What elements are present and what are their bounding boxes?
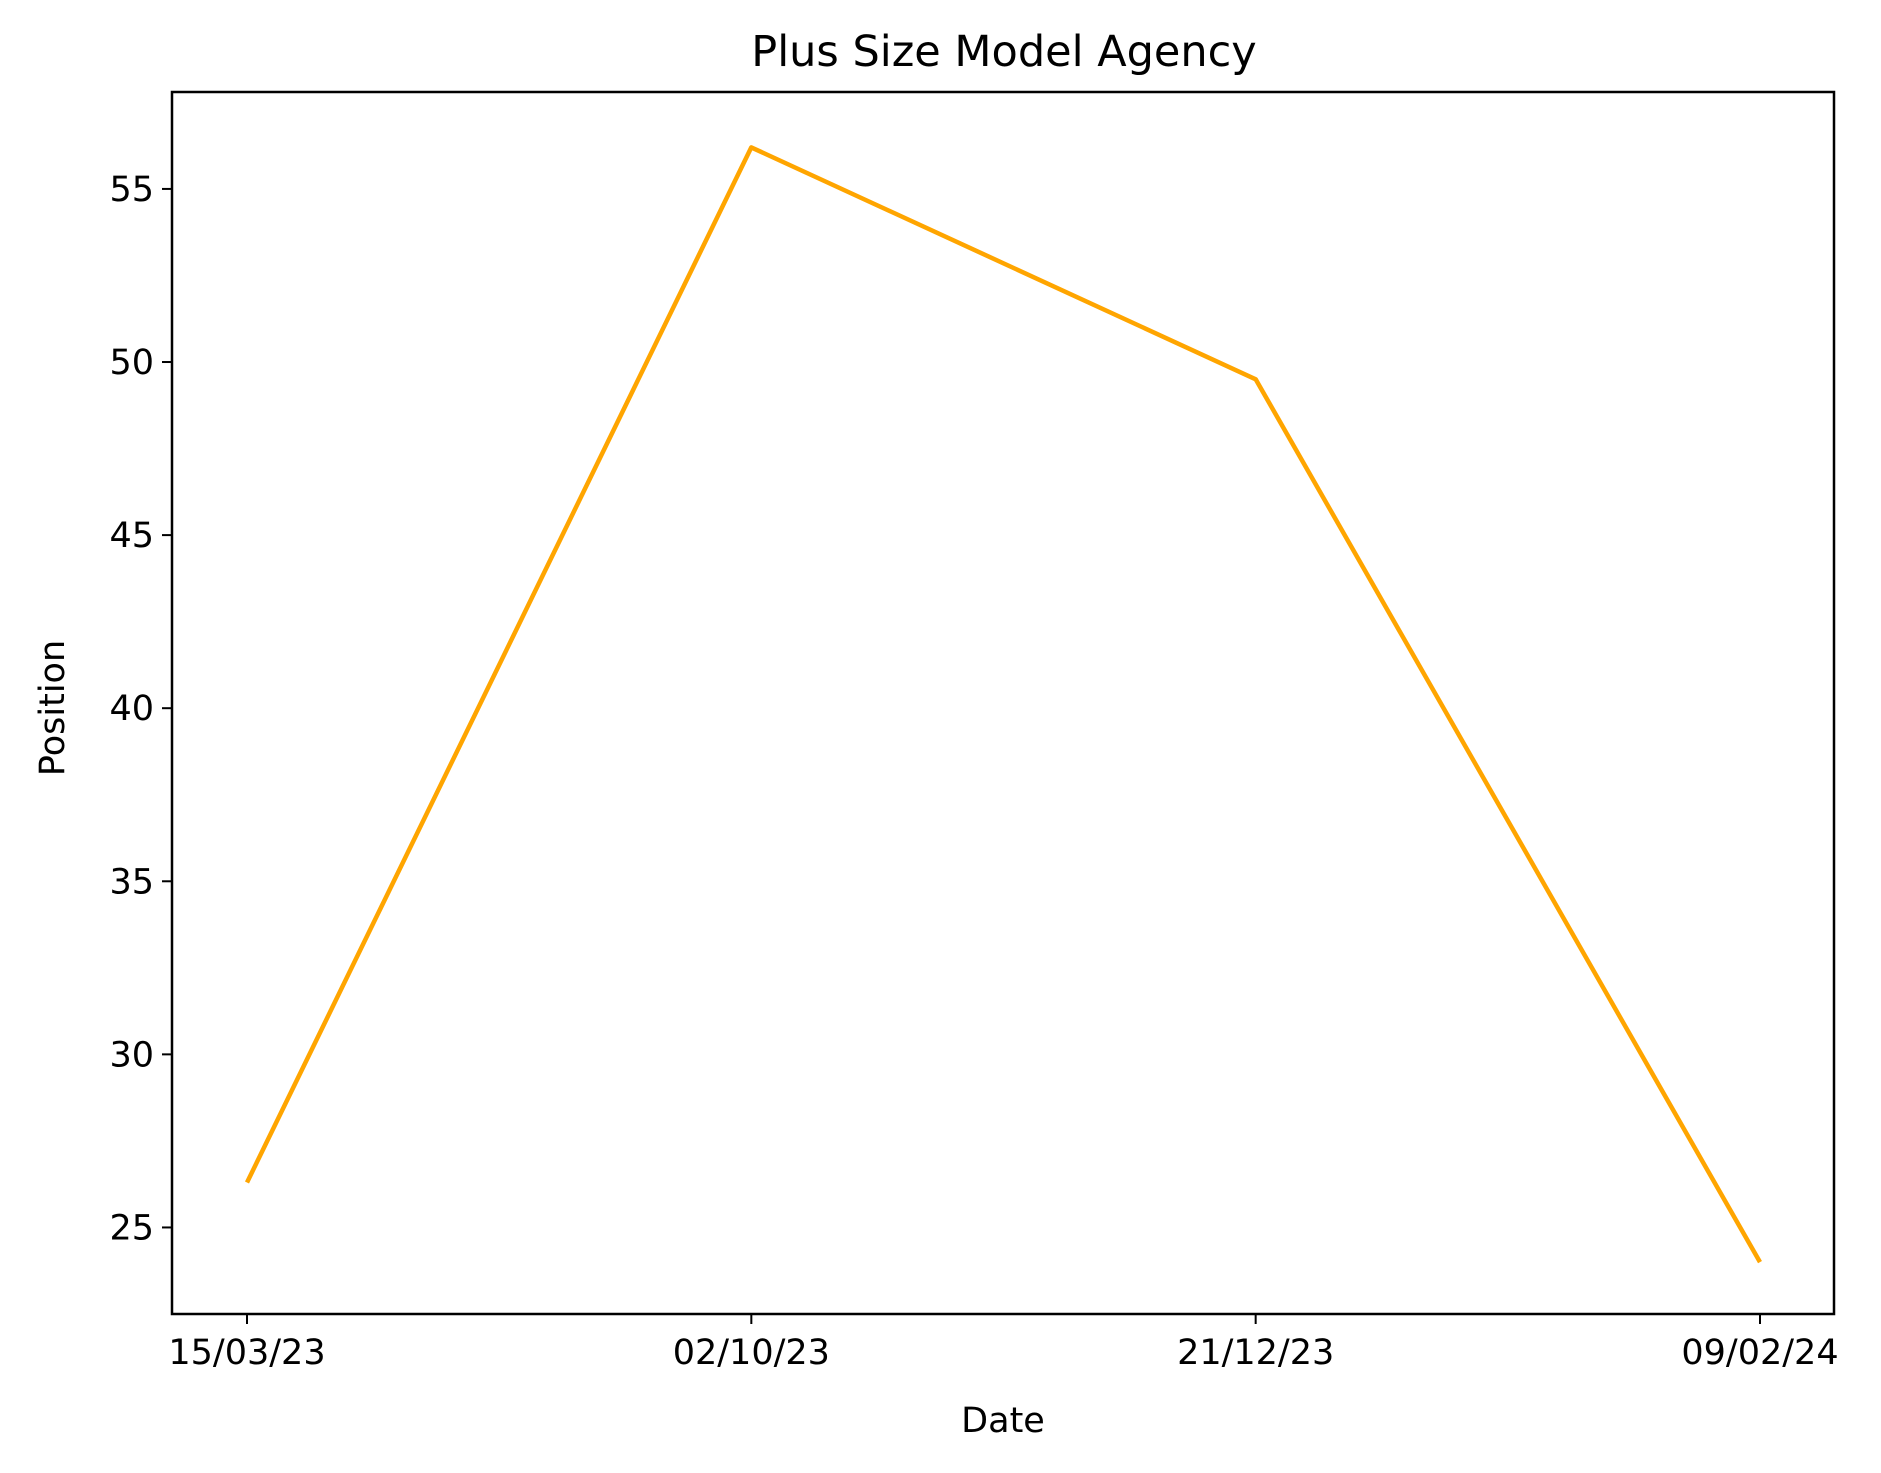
x-tick-label: 15/03/23 <box>168 1333 325 1373</box>
chart-title: Plus Size Model Agency <box>751 27 1256 77</box>
y-tick-label: 55 <box>109 170 154 210</box>
y-tick-label: 30 <box>109 1035 154 1075</box>
plot-area-frame <box>170 90 1836 1316</box>
y-tick-label: 40 <box>109 689 154 729</box>
series-line <box>244 145 1762 1264</box>
y-axis: 25 30 35 40 45 50 55 <box>109 170 172 1248</box>
y-tick-label: 25 <box>109 1208 154 1248</box>
x-axis-label: Date <box>961 1401 1045 1441</box>
y-tick-label: 35 <box>109 862 154 902</box>
x-axis: 15/03/23 02/10/23 21/12/23 09/02/24 <box>168 1314 1839 1373</box>
y-axis-label: Position <box>33 640 73 776</box>
x-tick-label: 09/02/24 <box>1681 1333 1838 1373</box>
x-tick-label: 02/10/23 <box>673 1333 830 1373</box>
y-tick-label: 50 <box>109 343 154 383</box>
x-tick-label: 21/12/23 <box>1177 1333 1334 1373</box>
y-tick-label: 45 <box>109 516 154 556</box>
series-layer <box>244 145 1762 1264</box>
